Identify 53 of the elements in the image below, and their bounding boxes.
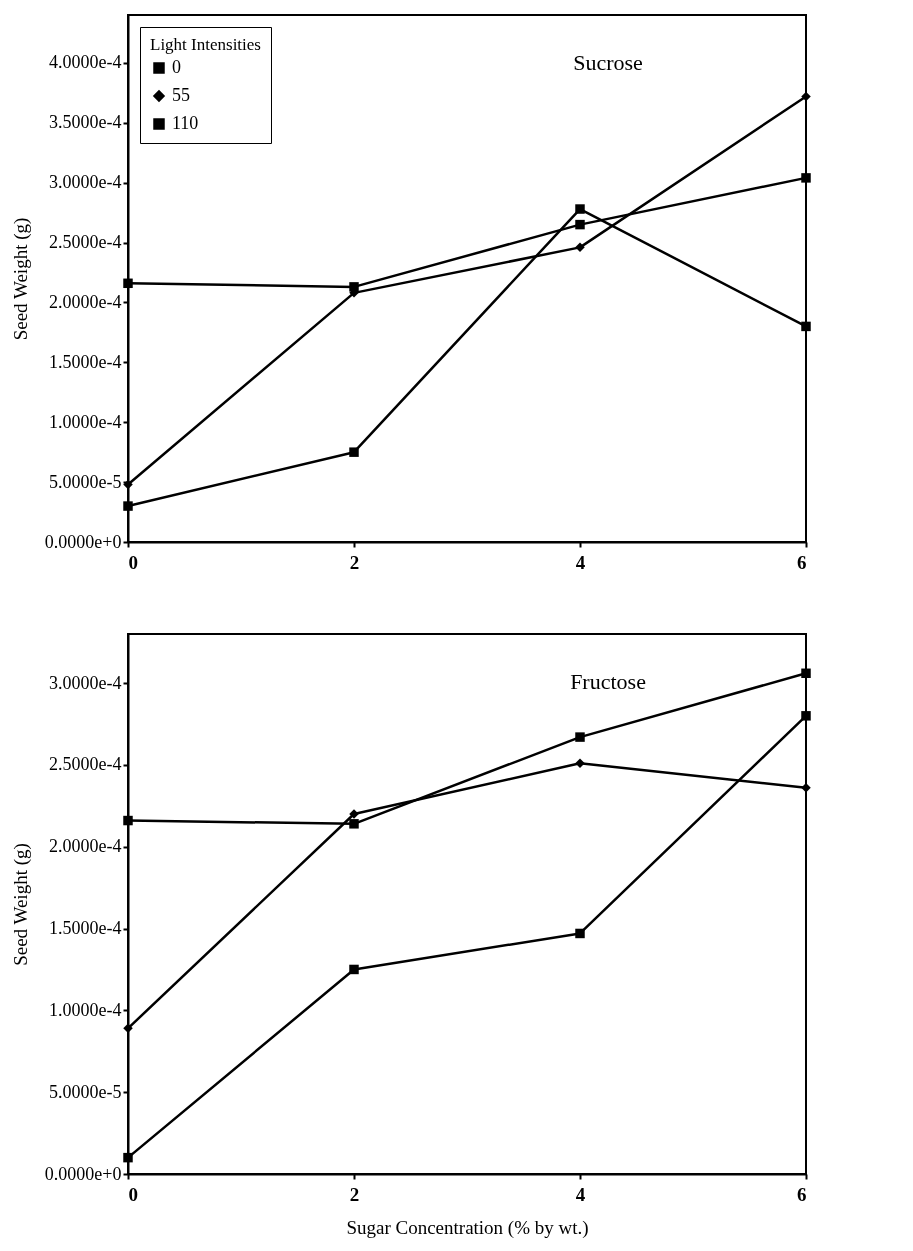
point (801, 91, 811, 102)
x-tick-label: 6 (797, 551, 807, 573)
y-tick-label: 1.5000e-4 (49, 351, 122, 372)
x-tick-label: 4 (575, 551, 586, 573)
point (349, 447, 359, 457)
legend-label: 0 (172, 57, 181, 77)
point (801, 321, 811, 332)
point (123, 278, 133, 289)
y-tick-label: 0.0000e+0 (44, 1163, 122, 1184)
point (801, 668, 811, 679)
x-tick-label: 6 (797, 1183, 807, 1205)
y-tick-label: 3.5000e-4 (49, 112, 122, 133)
text: Sucrose (573, 50, 643, 75)
y-tick-label: 1.0000e-4 (49, 999, 122, 1020)
y-axis-title: Seed Weight (g) (9, 217, 32, 341)
point (349, 819, 359, 829)
y-tick-label: 3.0000e-4 (49, 172, 122, 193)
x-tick-label: 2 (349, 1183, 360, 1205)
y-tick-label: 2.0000e-4 (49, 836, 122, 857)
y-tick-label: 0.0000e+0 (44, 531, 122, 552)
text: Fructose (570, 669, 646, 694)
y-tick-label: 1.0000e-4 (49, 411, 122, 432)
y-axis-title: Seed Weight (g) (9, 843, 32, 966)
x-tick-label: 0 (128, 1183, 138, 1205)
point (123, 1152, 133, 1163)
x-tick-label: 4 (575, 1183, 586, 1205)
point (349, 964, 359, 975)
y-tick-label: 2.5000e-4 (49, 754, 122, 775)
y-tick-label: 5.0000e-5 (49, 1081, 122, 1102)
y-tick-label: 2.0000e-4 (49, 291, 122, 312)
y-tick-label: 4.0000e-4 (49, 52, 122, 73)
legend-label: 110 (172, 113, 199, 133)
x-axis-title: Sugar Concentration (% by wt.) (346, 1216, 589, 1239)
point (575, 242, 585, 253)
point (575, 732, 585, 742)
y-tick-label: 1.5000e-4 (49, 918, 122, 939)
y-tick-label: 5.0000e-5 (49, 471, 122, 492)
point (575, 758, 585, 769)
point (575, 219, 585, 230)
point (801, 711, 811, 721)
y-tick-label: 2.5000e-4 (49, 232, 122, 253)
legend-label: 55 (172, 85, 190, 105)
point (123, 479, 133, 490)
point (349, 282, 359, 292)
x-tick-label: 0 (128, 551, 138, 573)
legend-title: Light Intensities (150, 35, 261, 54)
point (801, 173, 811, 183)
point (575, 928, 585, 939)
point (123, 501, 133, 511)
point (575, 204, 585, 214)
point (123, 815, 133, 826)
x-tick-label: 2 (349, 551, 360, 573)
y-tick-label: 3.0000e-4 (49, 672, 122, 693)
